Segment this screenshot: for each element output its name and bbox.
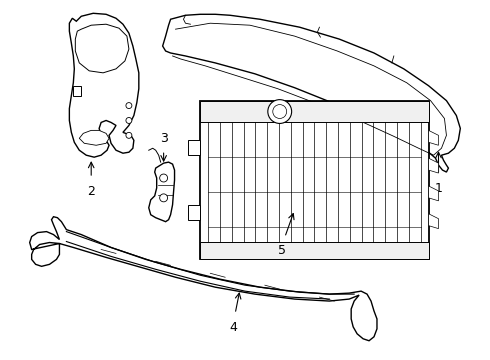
Circle shape [126, 117, 132, 123]
Text: 3: 3 [160, 132, 168, 145]
Polygon shape [163, 14, 460, 172]
Text: 1: 1 [435, 182, 442, 195]
Polygon shape [74, 86, 81, 96]
Circle shape [160, 174, 168, 182]
Polygon shape [75, 24, 129, 73]
Polygon shape [30, 217, 377, 341]
Text: 4: 4 [229, 321, 237, 334]
Polygon shape [200, 100, 429, 260]
Polygon shape [189, 140, 200, 155]
Polygon shape [189, 205, 200, 220]
Polygon shape [200, 100, 429, 122]
Polygon shape [429, 186, 439, 201]
Polygon shape [149, 162, 174, 222]
Circle shape [268, 100, 292, 123]
Circle shape [126, 103, 132, 109]
Circle shape [160, 194, 168, 202]
Circle shape [273, 105, 287, 118]
Circle shape [126, 132, 132, 138]
Polygon shape [200, 242, 429, 260]
Polygon shape [70, 13, 139, 157]
Polygon shape [429, 130, 439, 145]
Polygon shape [429, 214, 439, 229]
Polygon shape [429, 158, 439, 173]
Text: 5: 5 [278, 244, 286, 257]
Polygon shape [79, 130, 109, 145]
Text: 2: 2 [87, 185, 95, 198]
